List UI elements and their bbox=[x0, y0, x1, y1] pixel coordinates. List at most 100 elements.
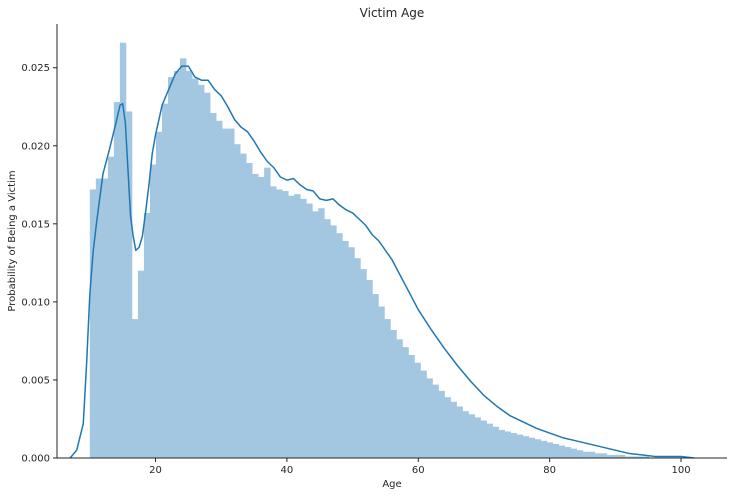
histogram-bar bbox=[342, 241, 349, 458]
histogram-bar bbox=[167, 77, 175, 458]
axes bbox=[56, 24, 727, 459]
histogram-bar bbox=[288, 195, 295, 459]
histogram-bar bbox=[125, 111, 133, 459]
kde-line bbox=[69, 65, 695, 459]
histogram-bar bbox=[486, 423, 493, 458]
histogram-bar bbox=[438, 390, 445, 458]
histogram-bar bbox=[89, 189, 97, 459]
histogram-bar bbox=[492, 426, 499, 458]
y-tick-label: 0.015 bbox=[21, 219, 50, 230]
histogram-bar bbox=[276, 189, 283, 459]
histogram-bar bbox=[95, 178, 103, 459]
y-axis-ticks: 0.000 0.005 0.010 0.015 0.020 0.025 bbox=[21, 63, 57, 465]
histogram-bar bbox=[546, 442, 554, 458]
histogram-bar bbox=[246, 162, 253, 458]
histogram-bar bbox=[468, 414, 475, 458]
histogram-bar bbox=[173, 70, 181, 458]
histogram-bar bbox=[360, 269, 367, 458]
chart-title: Victim Age bbox=[360, 6, 425, 20]
y-tick-label: 0.005 bbox=[21, 375, 50, 386]
histogram-bar bbox=[234, 144, 241, 458]
histogram-bar bbox=[444, 397, 451, 458]
histogram-bar bbox=[131, 319, 139, 458]
histogram-bar bbox=[624, 456, 632, 458]
histogram-bar bbox=[119, 42, 127, 458]
histogram-bar bbox=[216, 120, 223, 458]
histogram-bar bbox=[594, 453, 602, 458]
histogram-bar bbox=[606, 454, 614, 458]
histogram-bar bbox=[558, 445, 566, 458]
histogram-bar bbox=[282, 191, 289, 459]
x-axis-label: Age bbox=[382, 479, 401, 490]
histogram-bar bbox=[504, 431, 511, 458]
histogram-bar bbox=[186, 70, 193, 458]
histogram-bar bbox=[552, 443, 560, 458]
histogram-bar bbox=[612, 454, 620, 458]
histogram-bar bbox=[522, 436, 529, 458]
histogram-bar bbox=[564, 447, 572, 458]
y-tick-label: 0.000 bbox=[21, 454, 50, 465]
histogram-bar bbox=[480, 420, 487, 458]
histogram-bar bbox=[576, 450, 584, 458]
histogram-bar bbox=[300, 198, 307, 458]
x-axis-ticks: 20 40 60 80 100 bbox=[149, 458, 691, 476]
histogram-bar bbox=[384, 319, 391, 458]
histogram-bar bbox=[636, 456, 644, 458]
histogram-bar bbox=[149, 164, 157, 458]
histogram-bar bbox=[264, 167, 271, 458]
histogram-bar bbox=[378, 306, 385, 458]
histogram-bar bbox=[528, 437, 535, 458]
histogram-bar bbox=[588, 451, 596, 458]
x-tick-label: 40 bbox=[281, 465, 294, 476]
histogram-bar bbox=[510, 433, 517, 458]
histogram-bar bbox=[318, 208, 325, 458]
histogram-bar bbox=[456, 406, 463, 458]
histogram-bar bbox=[180, 58, 187, 458]
x-tick-label: 100 bbox=[671, 465, 690, 476]
histogram-bar bbox=[222, 128, 229, 458]
histogram-bar bbox=[348, 247, 355, 458]
histogram-bar bbox=[198, 84, 205, 458]
histogram-bar bbox=[600, 453, 608, 458]
histogram-bar bbox=[228, 128, 235, 458]
x-tick-label: 20 bbox=[149, 465, 162, 476]
histogram-bar bbox=[474, 417, 481, 458]
histogram-bar bbox=[396, 339, 403, 458]
histogram-bar bbox=[192, 78, 199, 458]
histogram-bar bbox=[582, 451, 590, 458]
histogram-bar bbox=[294, 194, 301, 459]
histogram-bar bbox=[402, 347, 409, 458]
histogram-bar bbox=[450, 401, 457, 458]
y-tick-label: 0.025 bbox=[21, 63, 50, 74]
histogram-bar bbox=[366, 280, 373, 458]
histogram-bar bbox=[258, 176, 265, 459]
y-axis-label: Probability of Being a Victim bbox=[7, 170, 18, 311]
histogram-bar bbox=[101, 178, 109, 459]
histogram-bar bbox=[414, 362, 421, 458]
kde-curve bbox=[69, 65, 695, 459]
histogram-bar bbox=[354, 258, 361, 458]
histogram-bar bbox=[240, 153, 247, 458]
histogram-bar bbox=[210, 112, 217, 459]
histogram-bar bbox=[252, 173, 259, 458]
x-tick-label: 60 bbox=[412, 465, 425, 476]
histogram-bar bbox=[390, 329, 397, 458]
histogram-bar bbox=[306, 203, 313, 458]
y-tick-label: 0.020 bbox=[21, 141, 50, 152]
histogram-bar bbox=[618, 454, 626, 458]
histogram-bar bbox=[312, 211, 319, 458]
histogram-bar bbox=[570, 448, 578, 458]
histogram-bar bbox=[498, 429, 505, 458]
histogram-bar bbox=[642, 456, 650, 458]
histogram-bar bbox=[324, 219, 331, 458]
histogram-bar bbox=[330, 225, 337, 458]
histogram-bar bbox=[204, 92, 211, 458]
histogram-bar bbox=[113, 102, 121, 458]
histogram-bar bbox=[630, 456, 638, 458]
histogram-bar bbox=[155, 131, 163, 458]
histogram-bar bbox=[137, 270, 145, 458]
y-tick-label: 0.010 bbox=[21, 297, 50, 308]
histogram-bar bbox=[534, 439, 542, 458]
